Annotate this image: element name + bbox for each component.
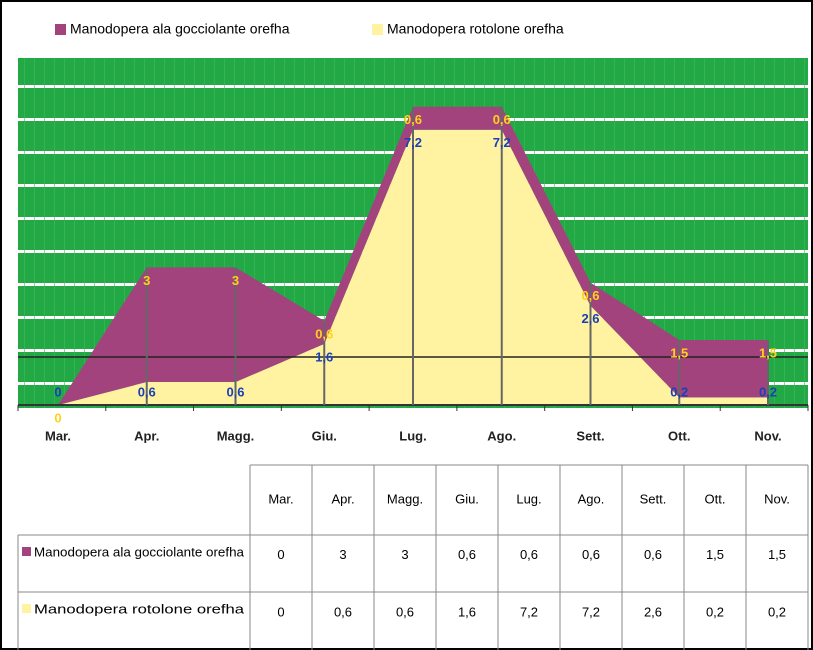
x-tick-label: Nov. — [754, 428, 781, 443]
data-label: 0,6 — [493, 112, 511, 127]
data-label: 0,6 — [581, 288, 599, 303]
plot: 0 0 Mar. 0,6 3 Apr. 0,6 3 Magg. 1,6 0,6 Giu. 7,2 0,6 L… — [17, 106, 809, 443]
x-tick-label: Sett. — [576, 428, 604, 443]
data-label: 0,2 — [670, 384, 688, 399]
table-cell: 1,6 — [458, 604, 476, 619]
table-row-label: Manodopera ala gocciolante orefha — [34, 544, 245, 559]
table-cell: 0,6 — [458, 547, 476, 562]
table-header: Ago. — [578, 491, 605, 506]
table-cell: 1,5 — [768, 547, 786, 562]
table-cell: 0,6 — [396, 604, 414, 619]
table-cell: 2,6 — [644, 604, 662, 619]
legend-swatch — [22, 604, 31, 613]
legend-swatch — [55, 24, 66, 35]
table-row-label: Manodopera rotolone orefha — [34, 601, 245, 616]
table-cell: 0,6 — [334, 604, 352, 619]
x-tick-label: Ago. — [487, 428, 516, 443]
table-cell: 0,2 — [768, 604, 786, 619]
table-cell: 0,6 — [582, 547, 600, 562]
table-cell: 0 — [277, 604, 284, 619]
legend-label: Manodopera rotolone orefha — [387, 21, 564, 37]
data-label: 0,6 — [138, 384, 156, 399]
data-label: 7,2 — [404, 135, 422, 150]
table-header: Mar. — [268, 491, 293, 506]
table-header: Giu. — [455, 491, 479, 506]
table-header: Magg. — [387, 491, 423, 506]
table-cell: 0,6 — [644, 547, 662, 562]
table-header: Sett. — [640, 491, 667, 506]
table-header: Ott. — [705, 491, 726, 506]
data-label: 0,6 — [404, 112, 422, 127]
data-label: 0 — [54, 410, 61, 425]
x-tick-label: Magg. — [217, 428, 255, 443]
x-tick-label: Apr. — [134, 428, 159, 443]
legend-swatch — [372, 24, 383, 35]
table-header: Nov. — [764, 491, 790, 506]
table-header: Lug. — [516, 491, 541, 506]
table-cell: 0,2 — [706, 604, 724, 619]
data-table: Mar. Apr. Magg. Giu. Lug. Ago. Sett. Ott. Nov. Ma… — [17, 464, 809, 650]
table-cell: 3 — [339, 547, 346, 562]
data-label: 1,5 — [759, 345, 777, 360]
table-cell: 0,6 — [520, 547, 538, 562]
x-tick-label: Giu. — [312, 428, 337, 443]
legend-label: Manodopera ala gocciolante orefha — [70, 21, 290, 37]
data-label: 2,6 — [581, 311, 599, 326]
x-tick-label: Lug. — [399, 428, 426, 443]
data-label: 1,5 — [670, 345, 688, 360]
table-cell: 3 — [401, 547, 408, 562]
x-tick-label: Ott. — [668, 428, 690, 443]
table-header: Apr. — [331, 491, 354, 506]
data-label: 1,6 — [315, 349, 333, 364]
table-cell: 0 — [277, 547, 284, 562]
table-cell: 7,2 — [582, 604, 600, 619]
data-label: 7,2 — [493, 135, 511, 150]
x-tick-label: Mar. — [45, 428, 71, 443]
legend: Manodopera ala gocciolante orefha Manodop… — [55, 21, 564, 37]
data-label: 3 — [232, 273, 239, 288]
data-label: 0,6 — [315, 326, 333, 341]
table-cell: 1,5 — [706, 547, 724, 562]
data-label: 0 — [54, 384, 61, 399]
data-label: 3 — [143, 273, 150, 288]
data-label: 0,6 — [226, 384, 244, 399]
data-label: 0,2 — [759, 384, 777, 399]
legend-swatch — [22, 547, 31, 556]
table-cell: 7,2 — [520, 604, 538, 619]
